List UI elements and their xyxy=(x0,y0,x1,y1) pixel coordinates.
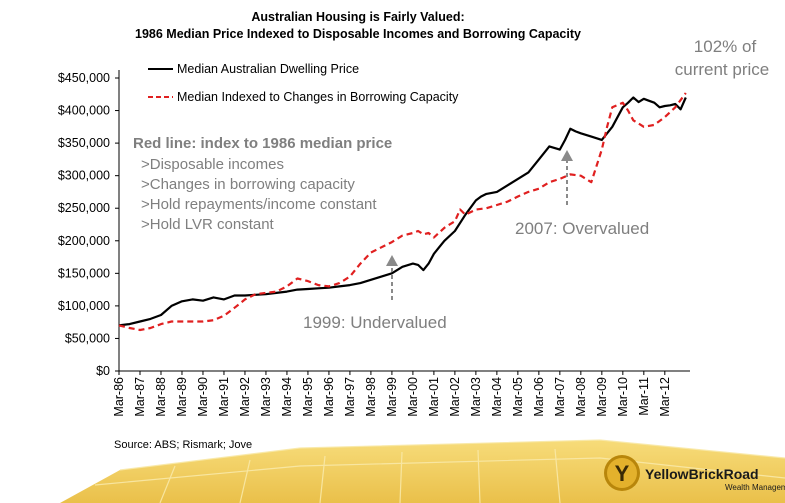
y-tick-label: $250,000 xyxy=(58,201,110,215)
x-tick-label: Mar-05 xyxy=(511,377,525,417)
x-tick-label: Mar-97 xyxy=(343,377,357,417)
x-tick-label: Mar-92 xyxy=(238,377,252,417)
x-tick-label: Mar-01 xyxy=(427,377,441,417)
x-tick-label: Mar-94 xyxy=(280,377,294,417)
y-axis: $0 $50,000 $100,000 $150,000 $200,000 $250,00… xyxy=(58,70,120,378)
undervalued-arrowhead xyxy=(386,255,398,266)
annotation-undervalued: 1999: Undervalued xyxy=(303,255,447,332)
brand-logo-inner xyxy=(607,458,637,488)
y-tick-label: $300,000 xyxy=(58,169,110,183)
annotation-pct: 102% of current price xyxy=(675,37,769,79)
x-axis: Mar-86 Mar-87 Mar-88 Mar-89 Mar-90 Mar-91 Mar-… xyxy=(112,370,690,417)
x-tick-label: Mar-95 xyxy=(301,377,315,417)
x-tick-label: Mar-04 xyxy=(490,377,504,417)
series-line-dwelling-price xyxy=(118,96,687,327)
x-tick-label: Mar-03 xyxy=(469,377,483,417)
undervalued-label: 1999: Undervalued xyxy=(303,313,447,332)
overvalued-arrowhead xyxy=(561,150,573,161)
x-tick-label: Mar-09 xyxy=(595,377,609,417)
source-note: Source: ABS; Rismark; Jove xyxy=(114,439,252,451)
y-tick-label: $0 xyxy=(96,364,110,378)
legend-label-indexed: Median Indexed to Changes in Borrowing C… xyxy=(177,90,459,104)
chart-subtitle: 1986 Median Price Indexed to Disposable … xyxy=(135,27,581,41)
note-item: >Hold LVR constant xyxy=(141,216,275,233)
x-tick-label: Mar-99 xyxy=(385,377,399,417)
x-tick-label: Mar-90 xyxy=(196,377,210,417)
methodology-note: Red line: index to 1986 median price >Di… xyxy=(133,135,392,233)
brand-tagline: Wealth Management xyxy=(725,483,785,492)
legend: Median Australian Dwelling Price Median … xyxy=(148,62,459,104)
y-tick-label: $400,000 xyxy=(58,104,110,118)
pct-label-line1: 102% of xyxy=(694,37,757,56)
legend-label-price: Median Australian Dwelling Price xyxy=(177,62,359,76)
annotation-overvalued: 2007: Overvalued xyxy=(515,150,649,238)
x-tick-label: Mar-87 xyxy=(133,377,147,417)
x-tick-label: Mar-86 xyxy=(112,377,126,417)
brand-logo-letter: Y xyxy=(615,461,630,486)
y-tick-label: $350,000 xyxy=(58,136,110,150)
x-tick-label: Mar-11 xyxy=(637,377,651,416)
overvalued-label: 2007: Overvalued xyxy=(515,219,649,238)
y-tick-label: $150,000 xyxy=(58,266,110,280)
x-tick-label: Mar-89 xyxy=(175,377,189,417)
x-tick-label: Mar-00 xyxy=(406,377,420,417)
y-tick-label: $50,000 xyxy=(65,331,110,345)
series-line-borrowing-capacity xyxy=(118,92,687,332)
note-item: >Disposable incomes xyxy=(141,156,284,173)
x-tick-label: Mar-93 xyxy=(259,377,273,417)
note-item: >Changes in borrowing capacity xyxy=(141,176,355,193)
note-item: >Hold repayments/income constant xyxy=(141,196,377,213)
x-tick-label: Mar-12 xyxy=(658,377,672,417)
x-tick-label: Mar-07 xyxy=(553,377,567,417)
chart-title: Australian Housing is Fairly Valued: xyxy=(251,10,464,24)
x-tick-label: Mar-10 xyxy=(616,377,630,417)
x-tick-label: Mar-08 xyxy=(574,377,588,417)
brand-logo: Y YellowBrickRoad Wealth Management xyxy=(604,455,785,492)
pct-label-line2: current price xyxy=(675,60,769,79)
x-tick-label: Mar-98 xyxy=(364,377,378,417)
x-tick-label: Mar-88 xyxy=(154,377,168,417)
brand-name: YellowBrickRoad xyxy=(645,466,759,482)
x-tick-label: Mar-96 xyxy=(322,377,336,417)
y-tick-label: $450,000 xyxy=(58,71,110,85)
x-tick-label: Mar-06 xyxy=(532,377,546,417)
series-group xyxy=(118,92,687,332)
brick-road-band xyxy=(60,439,785,503)
x-tick-label: Mar-02 xyxy=(448,377,462,417)
note-heading: Red line: index to 1986 median price xyxy=(133,135,392,152)
x-tick-label: Mar-91 xyxy=(217,377,231,417)
y-tick-label: $200,000 xyxy=(58,234,110,248)
y-tick-label: $100,000 xyxy=(58,299,110,313)
